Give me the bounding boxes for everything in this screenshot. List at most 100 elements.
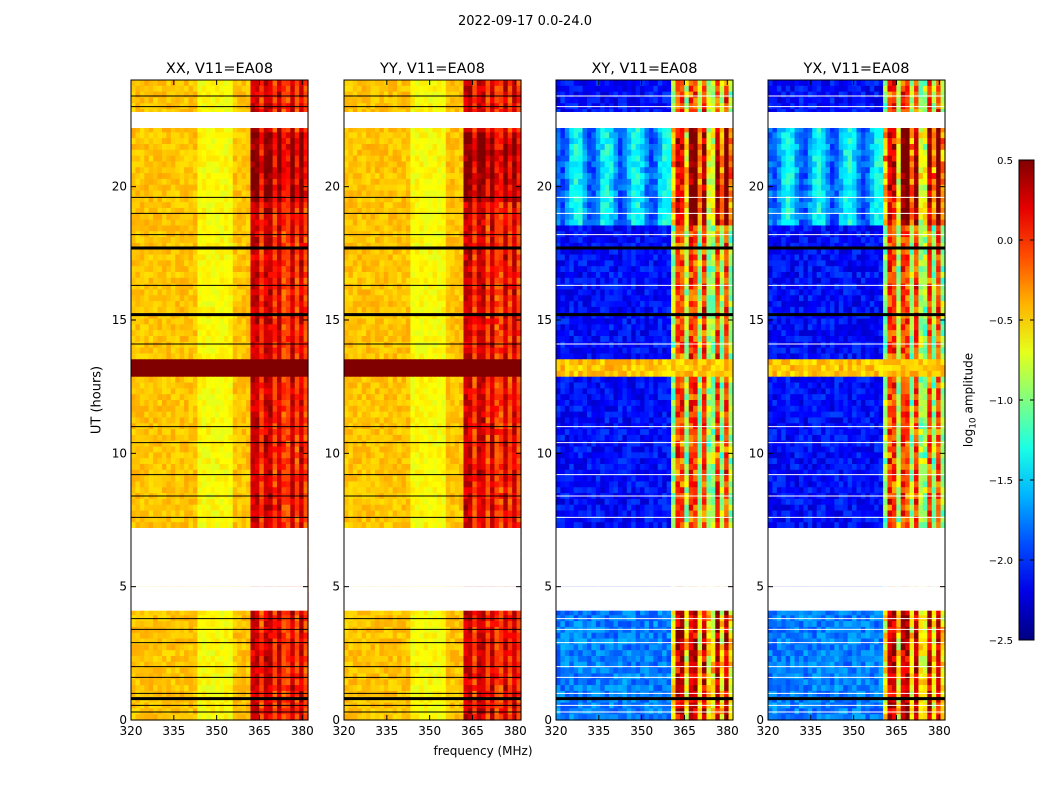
heatmap-cell [228, 685, 234, 692]
heatmap-cell [263, 394, 269, 401]
heatmap-cell [153, 178, 159, 186]
heatmap-cell [153, 208, 159, 215]
y-tick-label: 5 [119, 580, 127, 594]
heatmap-cell [170, 126, 176, 133]
heatmap-cell [210, 85, 216, 93]
heatmap-cell [246, 330, 252, 337]
heatmap-cell [175, 644, 181, 651]
heatmap-cell [192, 306, 198, 314]
heatmap-cell [161, 237, 167, 244]
heatmap-cell [161, 621, 167, 628]
heatmap-cell [144, 254, 150, 261]
heatmap-cell [246, 126, 252, 133]
heatmap-cell [250, 225, 256, 232]
heatmap-cell [263, 626, 269, 634]
heatmap-cell [192, 690, 198, 698]
heatmap-cell [139, 242, 145, 250]
heatmap-cell [285, 458, 291, 465]
heatmap-cell [268, 126, 274, 133]
heatmap-cell [197, 370, 203, 378]
heatmap-cell [277, 202, 283, 209]
heatmap-cell [285, 417, 291, 424]
heatmap-cell [241, 341, 247, 349]
heatmap-cell [299, 405, 305, 413]
heatmap-cell [179, 411, 185, 419]
heatmap-cell [232, 650, 238, 657]
heatmap-cell [153, 161, 159, 168]
heatmap-cell [175, 452, 181, 459]
heatmap-cell [281, 429, 287, 436]
heatmap-cell [441, 138, 447, 145]
heatmap-cell [157, 324, 163, 331]
heatmap-cell [268, 498, 274, 506]
heatmap-cell [223, 219, 229, 227]
heatmap-cell [206, 237, 212, 244]
heatmap-cell [192, 487, 198, 494]
heatmap-cell [206, 213, 212, 221]
heatmap-cell [232, 516, 238, 523]
heatmap-cell [294, 382, 300, 389]
heatmap-cell [166, 289, 172, 296]
heatmap-cell [223, 650, 229, 657]
heatmap-cell [263, 638, 269, 645]
heatmap-cell [250, 481, 256, 488]
heatmap-cell [232, 190, 238, 197]
heatmap-cell [144, 359, 150, 366]
heatmap-cell [153, 370, 159, 378]
heatmap-cell [432, 138, 438, 145]
heatmap-cell [179, 341, 185, 349]
heatmap-cell [272, 498, 278, 506]
heatmap-cell [237, 85, 243, 93]
heatmap-cell [192, 190, 198, 197]
heatmap-cell [294, 301, 300, 308]
heatmap-cell [246, 400, 252, 407]
heatmap-cell [197, 440, 203, 448]
heatmap-cell [135, 242, 141, 250]
heatmap-cell [379, 80, 385, 87]
heatmap-cell [250, 330, 256, 337]
heatmap-cell [184, 685, 190, 692]
heatmap-cell [188, 400, 194, 407]
heatmap-cell [299, 254, 305, 261]
heatmap-cell [263, 487, 269, 494]
heatmap-cell [148, 347, 154, 355]
heatmap-cell [175, 318, 181, 325]
heatmap-cell [161, 266, 167, 273]
heatmap-cell [299, 219, 305, 227]
heatmap-cell [219, 254, 225, 261]
heatmap-cell [228, 405, 234, 413]
heatmap-cell [219, 353, 225, 360]
heatmap-cell [232, 667, 238, 675]
heatmap-cell [215, 417, 221, 424]
heatmap-cell [454, 144, 460, 151]
heatmap-cell [232, 283, 238, 291]
heatmap-cell [161, 330, 167, 337]
heatmap-cell [166, 690, 172, 698]
heatmap-cell [303, 650, 309, 657]
heatmap-cell [277, 347, 283, 355]
heatmap-cell [223, 248, 229, 256]
heatmap-cell [476, 97, 482, 104]
heatmap-cell [268, 522, 274, 529]
heatmap-cell [139, 376, 145, 384]
heatmap-cell [197, 405, 203, 413]
heatmap-cell [281, 400, 287, 407]
heatmap-cell [223, 405, 229, 413]
heatmap-cell [254, 126, 260, 133]
heatmap-cell [153, 167, 159, 174]
heatmap-cell [131, 330, 137, 337]
heatmap-cell [357, 149, 363, 157]
heatmap-cell [277, 208, 283, 215]
heatmap-cell [210, 272, 216, 279]
heatmap-cell [254, 353, 260, 360]
heatmap-cell [507, 138, 513, 145]
heatmap-cell [232, 644, 238, 651]
heatmap-cell [232, 405, 238, 413]
heatmap-cell [294, 149, 300, 157]
heatmap-cell [303, 260, 309, 267]
heatmap-cell [303, 237, 309, 244]
heatmap-cell [459, 144, 465, 151]
heatmap-cell [179, 126, 185, 133]
heatmap-cell [259, 673, 265, 680]
heatmap-cell [135, 621, 141, 628]
